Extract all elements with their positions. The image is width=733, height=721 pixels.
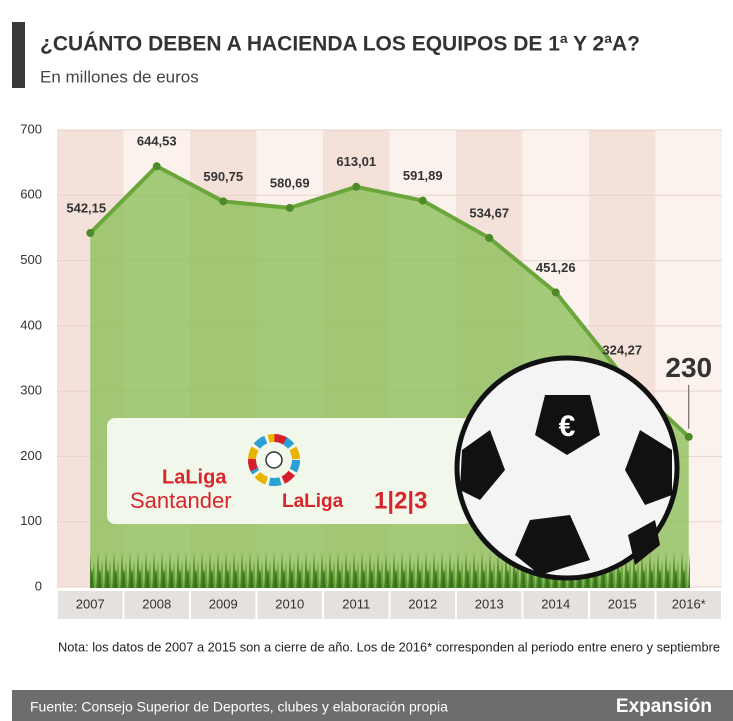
x-tick-label: 2008 (142, 596, 171, 611)
value-label: 644,53 (137, 134, 177, 149)
logo-text: 1|2|3 (374, 487, 427, 514)
x-tick-box (656, 591, 721, 619)
x-tick-label: 2016* (672, 596, 706, 611)
laliga-logo (248, 434, 300, 486)
x-tick-box (457, 591, 522, 619)
point (219, 197, 228, 206)
footer (12, 690, 733, 721)
line (88, 164, 691, 439)
logo-text: Santander (130, 488, 232, 513)
point (285, 203, 294, 212)
x-tick-label: 2013 (475, 596, 504, 611)
ball-symbol: € (559, 410, 576, 443)
value-label: 534,67 (469, 205, 509, 220)
x-tick-box (191, 591, 256, 619)
logo-box (107, 418, 472, 524)
point (418, 196, 427, 205)
x-tick-label: 2012 (408, 596, 437, 611)
y-tick-label: 200 (20, 448, 42, 463)
point (684, 432, 693, 441)
title-bar (12, 22, 25, 88)
x-tick-label: 2009 (209, 596, 238, 611)
value-label: 324,27 (602, 343, 642, 358)
value-label: 230 (665, 352, 712, 383)
y-tick-label: 300 (20, 383, 42, 398)
x-tick-box (124, 591, 189, 619)
value-label: 451,26 (536, 260, 576, 275)
x-tick-label: 2010 (275, 596, 304, 611)
point (551, 288, 560, 297)
logo-text: LaLiga (282, 491, 344, 512)
logo-text: LaLiga (162, 466, 227, 488)
point (86, 229, 95, 238)
y-tick-label: 400 (20, 317, 42, 332)
note: Nota: los datos de 2007 a 2015 son a cie… (58, 640, 720, 654)
x-tick-label: 2014 (541, 596, 570, 611)
value-label: 613,01 (336, 154, 376, 169)
x-tick-box (590, 591, 655, 619)
y-tick-label: 600 (20, 187, 42, 202)
chart-title: ¿CUÁNTO DEBEN A HACIENDA LOS EQUIPOS DE … (40, 33, 640, 56)
value-label: 542,15 (66, 200, 106, 215)
value-label: 580,69 (270, 175, 310, 190)
point (152, 162, 161, 171)
chart-subtitle: En millones de euros (40, 67, 199, 86)
y-tick-label: 0 (35, 578, 42, 593)
value-label: 591,89 (403, 168, 443, 183)
y-tick-label: 100 (20, 513, 42, 528)
x-tick-label: 2011 (342, 596, 370, 611)
point (485, 233, 494, 242)
brand: Expansión (616, 696, 712, 717)
value-label: 590,75 (203, 169, 243, 184)
football (454, 355, 680, 581)
x-tick-box (58, 591, 123, 619)
x-tick-box (523, 591, 588, 619)
x-tick-box (390, 591, 455, 619)
y-tick-label: 500 (20, 252, 42, 267)
x-tick-label: 2015 (608, 596, 637, 611)
x-tick-box (324, 591, 389, 619)
source: Fuente: Consejo Superior de Deportes, cl… (30, 699, 448, 715)
x-tick-label: 2007 (76, 596, 105, 611)
x-tick-box (257, 591, 322, 619)
y-tick-label: 700 (20, 121, 42, 136)
point (352, 182, 361, 191)
